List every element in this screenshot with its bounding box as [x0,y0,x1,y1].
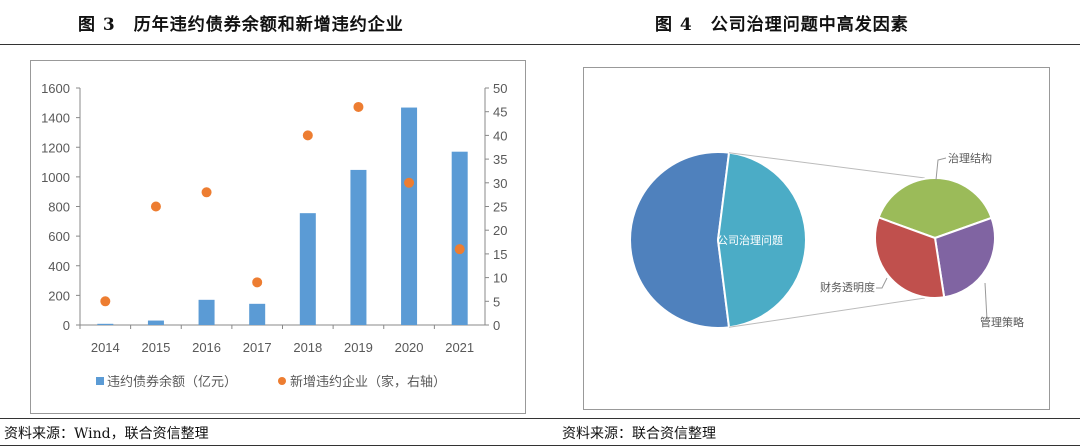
y2-tick-label: 0 [493,318,500,333]
leader-line-strategy [984,282,988,321]
label-structure: 治理结构 [948,151,992,165]
bar [97,323,114,325]
main-pie-slice-governance [716,151,807,329]
y2-tick-label: 10 [493,271,507,286]
legend-swatch-point [278,377,286,385]
y2-tick-label: 20 [493,223,507,238]
connector-line-top [728,152,926,179]
x-tick-label: 2021 [445,340,474,355]
y2-tick-label: 45 [493,105,507,120]
scatter-point [201,187,212,198]
bar [147,320,164,325]
scatter-point [353,101,364,112]
connector-line-bottom [728,297,926,328]
right-chart-title: 图 4 公司治理问题中高发因素 [655,15,909,35]
secondary-slice-structure [877,177,993,240]
main-pie-label: 公司治理问题 [717,233,783,247]
y-tick-label: 0 [63,318,70,333]
y-tick-label: 200 [48,288,70,303]
legend-swatch-bar [96,377,104,385]
leader-line-structure [935,157,947,181]
legend-label-bar: 违约债券余额（亿元） [107,374,237,389]
bar [249,303,266,325]
left-source: 资料来源：Wind，联合资信整理 [4,426,209,442]
title-divider [0,44,1080,45]
bar [401,107,418,326]
y-tick-label: 1600 [41,81,70,96]
y2-tick-label: 15 [493,247,507,262]
y2-tick-label: 25 [493,200,507,215]
leader-line-transparency [876,277,888,289]
scatter-point [404,177,415,188]
label-strategy: 管理策略 [980,315,1024,329]
y-tick-label: 600 [48,229,70,244]
y-tick-label: 800 [48,200,70,215]
y2-tick-label: 30 [493,176,507,191]
bar [198,299,215,325]
scatter-point [454,244,465,255]
y2-tick-label: 35 [493,152,507,167]
source-divider-bottom [0,445,1080,446]
scatter-point [302,130,313,141]
left-chart-frame [30,60,526,414]
y-tick-label: 400 [48,259,70,274]
scatter-point [100,296,111,307]
secondary-slice-strategy [933,216,996,299]
bar [350,169,367,325]
x-tick-label: 2015 [141,340,170,355]
y2-tick-label: 50 [493,81,507,96]
bar [451,151,468,325]
x-tick-label: 2020 [395,340,424,355]
x-tick-label: 2018 [293,340,322,355]
scatter-point [150,201,161,212]
right-source: 资料来源：联合资信整理 [562,426,716,442]
left-chart-title: 图 3 历年违约债券余额和新增违约企业 [78,15,404,35]
y2-tick-label: 40 [493,128,507,143]
x-tick-label: 2016 [192,340,221,355]
y-tick-label: 1400 [41,111,70,126]
y-tick-label: 1200 [41,140,70,155]
source-divider-top [0,418,1080,419]
x-tick-label: 2014 [91,340,120,355]
main-pie-slice-other [629,151,731,329]
bar [299,213,316,325]
secondary-slice-transparency [874,216,946,299]
x-tick-label: 2019 [344,340,373,355]
x-tick-label: 2017 [243,340,272,355]
y-tick-label: 1000 [41,170,70,185]
label-transparency: 财务透明度 [820,280,875,294]
y2-tick-label: 5 [493,294,500,309]
scatter-point [252,277,263,288]
legend-label-point: 新增违约企业（家，右轴） [290,374,446,389]
